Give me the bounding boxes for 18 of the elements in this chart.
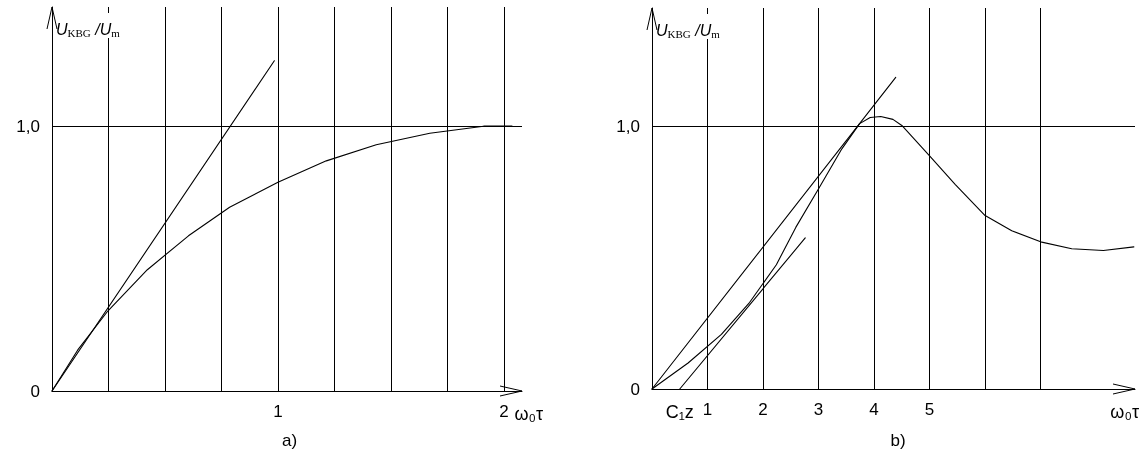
y-axis-title: UKBG /Um bbox=[56, 21, 121, 39]
y-tick-label: 1,0 bbox=[616, 116, 640, 136]
x-tick-label: 5 bbox=[924, 400, 935, 419]
x-tick-label: 2 bbox=[499, 402, 509, 421]
text: a) bbox=[282, 431, 298, 450]
text: b) bbox=[890, 431, 906, 450]
y-axis-title: UKBG /Um bbox=[656, 22, 721, 40]
y-tick-label: 1,0 bbox=[16, 116, 40, 136]
y-tick-label: 0 bbox=[630, 379, 640, 399]
x-tick-label: 1 bbox=[702, 400, 713, 419]
annotation: C₁z bbox=[665, 402, 694, 422]
y-tick-label: 0 bbox=[30, 381, 40, 401]
x-axis-title: ω₀τ bbox=[514, 404, 544, 424]
x-tick-label: 3 bbox=[813, 400, 824, 419]
x-tick-label: 1 bbox=[273, 402, 283, 421]
x-axis-title: ω₀τ bbox=[1110, 402, 1139, 422]
x-tick-label: 2 bbox=[758, 400, 768, 419]
x-tick-label: 4 bbox=[869, 400, 879, 419]
